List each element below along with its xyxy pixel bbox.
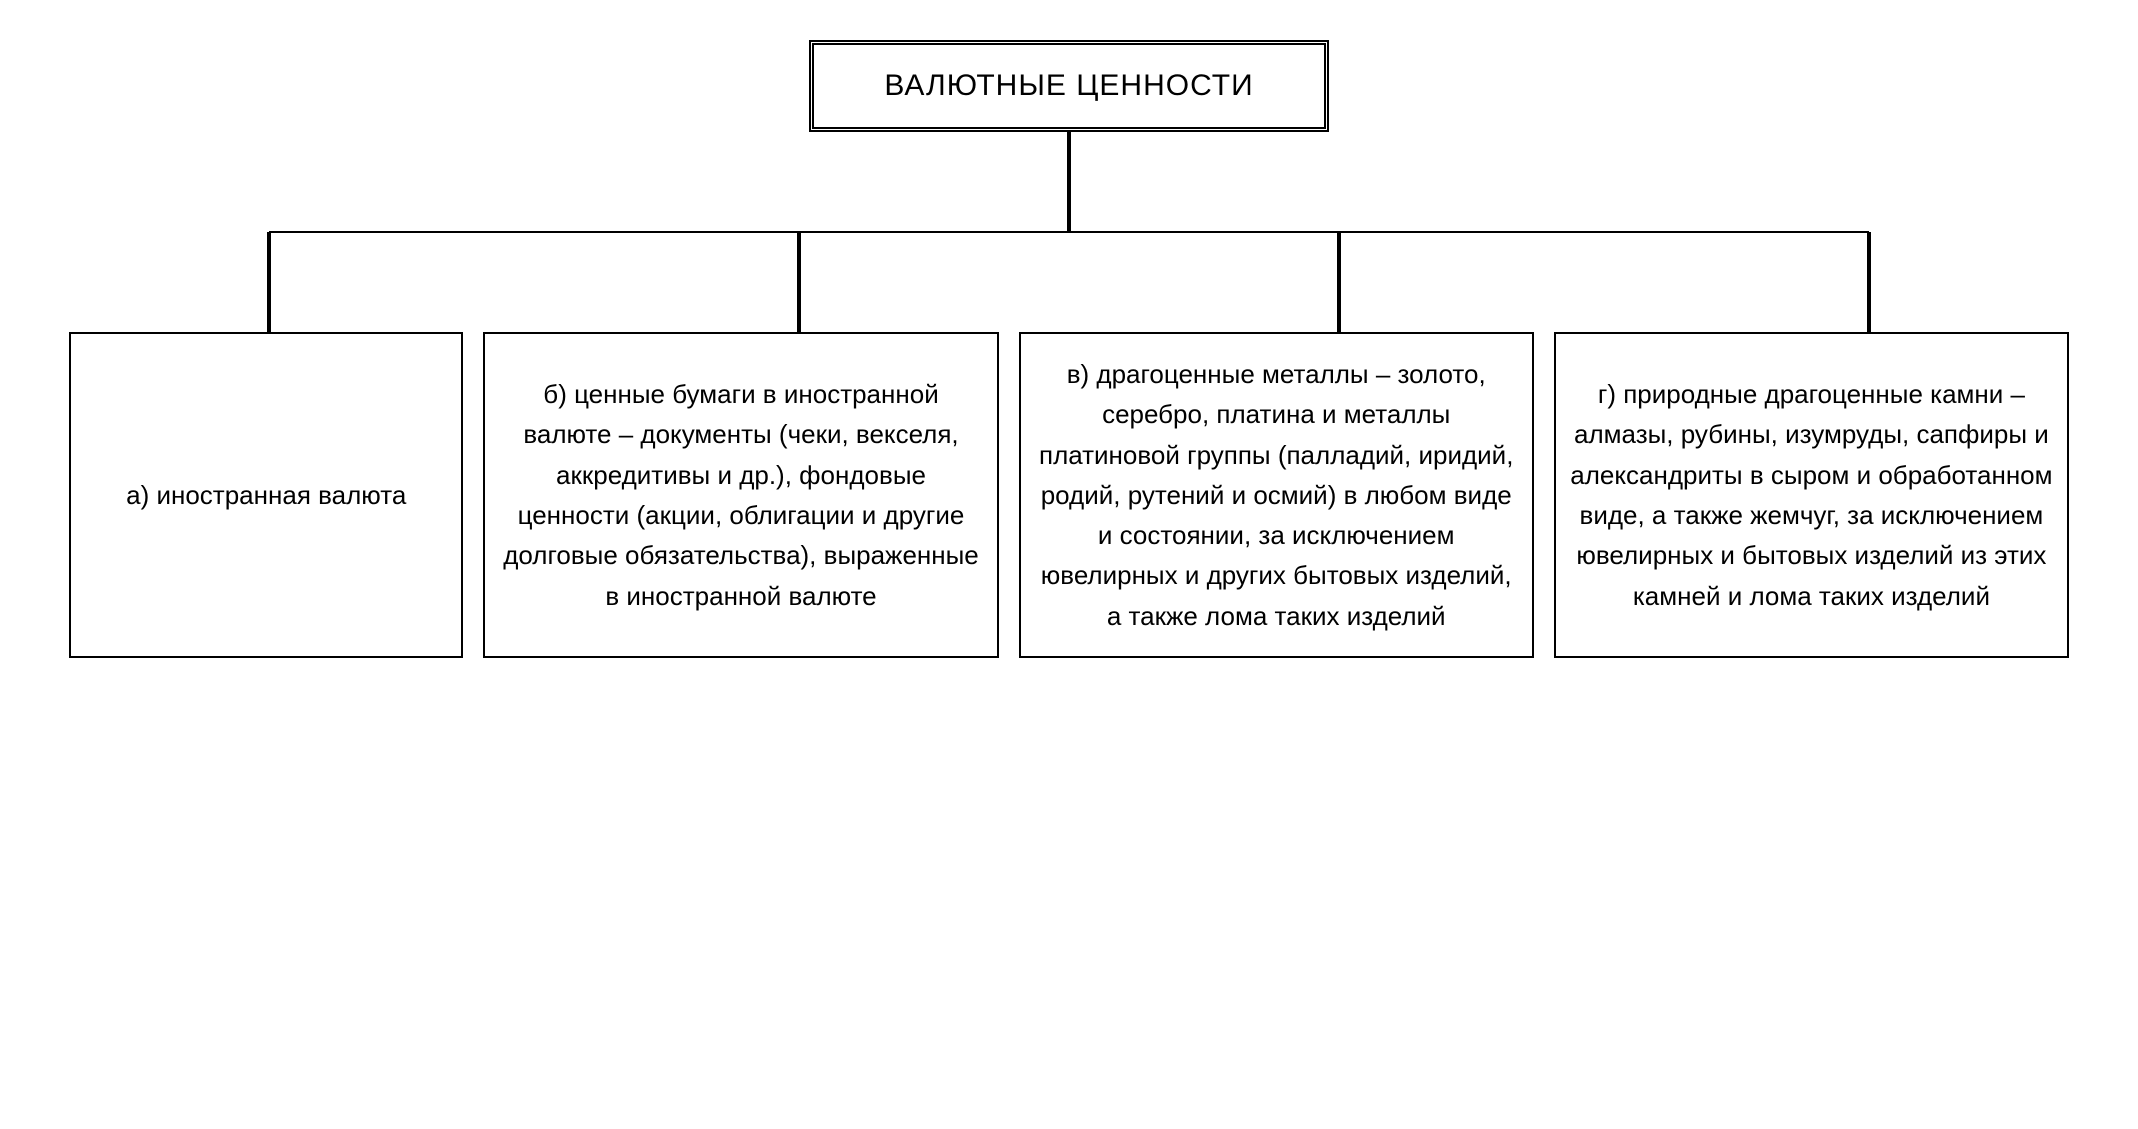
child-node-c: в) драгоценные металлы – золото, серебро… <box>1019 332 1534 658</box>
root-node: ВАЛЮТНЫЕ ЦЕННОСТИ <box>809 40 1328 132</box>
child-label-c: в) драгоценные металлы – золото, серебро… <box>1035 354 1518 636</box>
child-node-a: а) иностранная валюта <box>69 332 463 658</box>
diagram-container: ВАЛЮТНЫЕ ЦЕННОСТИ а) иностранная валюта … <box>69 40 2069 658</box>
root-label: ВАЛЮТНЫЕ ЦЕННОСТИ <box>884 69 1253 102</box>
connector-svg <box>69 132 2069 332</box>
child-node-b: б) ценные бумаги в иностранной валюте – … <box>483 332 998 658</box>
child-node-d: г) природные драгоценные камни – алмазы,… <box>1554 332 2069 658</box>
child-label-b: б) ценные бумаги в иностранной валюте – … <box>499 374 982 616</box>
child-label-a: а) иностранная валюта <box>126 475 406 515</box>
child-label-d: г) природные драгоценные камни – алмазы,… <box>1570 374 2053 616</box>
connector-area <box>69 132 2069 332</box>
children-row: а) иностранная валюта б) ценные бумаги в… <box>69 332 2069 658</box>
